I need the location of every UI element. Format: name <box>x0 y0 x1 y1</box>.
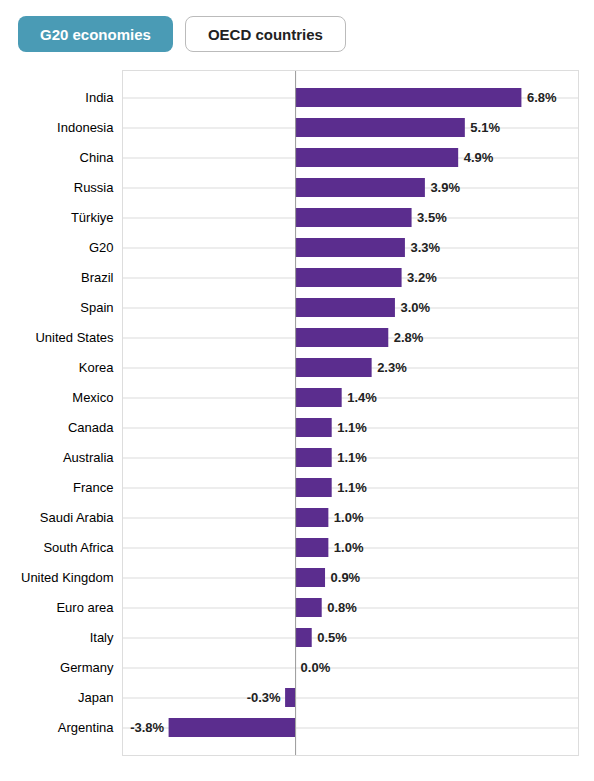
svg-text:3.3%: 3.3% <box>410 240 440 255</box>
svg-text:0.0%: 0.0% <box>301 660 331 675</box>
svg-text:Mexico: Mexico <box>72 390 113 405</box>
svg-text:United Kingdom: United Kingdom <box>21 570 114 585</box>
svg-text:South Africa: South Africa <box>43 540 114 555</box>
svg-text:United States: United States <box>35 330 114 345</box>
svg-text:Spain: Spain <box>80 300 113 315</box>
svg-text:Russia: Russia <box>74 180 115 195</box>
svg-text:3.9%: 3.9% <box>430 180 460 195</box>
svg-text:1.0%: 1.0% <box>334 510 364 525</box>
svg-text:0.8%: 0.8% <box>327 600 357 615</box>
svg-text:Germany: Germany <box>60 660 114 675</box>
html-text:OECD countries: OECD countries <box>207 25 323 43</box>
svg-text:India: India <box>85 90 114 105</box>
svg-text:1.4%: 1.4% <box>347 390 377 405</box>
svg-text:Japan: Japan <box>78 690 113 705</box>
svg-text:Euro area: Euro area <box>56 600 114 615</box>
svg-text:0.5%: 0.5% <box>317 630 347 645</box>
svg-text:France: France <box>73 480 113 495</box>
svg-text:G20: G20 <box>89 240 114 255</box>
svg-text:3.2%: 3.2% <box>407 270 437 285</box>
svg-text:1.1%: 1.1% <box>337 420 367 435</box>
svg-text:Australia: Australia <box>63 450 114 465</box>
svg-text:1.0%: 1.0% <box>334 540 364 555</box>
svg-text:Argentina: Argentina <box>58 720 114 735</box>
svg-text:-3.8%: -3.8% <box>130 720 164 735</box>
svg-text:0.9%: 0.9% <box>331 570 361 585</box>
svg-text:6.8%: 6.8% <box>527 90 557 105</box>
svg-text:1.1%: 1.1% <box>337 450 367 465</box>
svg-text:Italy: Italy <box>90 630 114 645</box>
svg-text:Indonesia: Indonesia <box>57 120 114 135</box>
svg-text:1.1%: 1.1% <box>337 480 367 495</box>
svg-text:2.8%: 2.8% <box>394 330 424 345</box>
svg-text:China: China <box>80 150 115 165</box>
html-text:G20 economies: G20 economies <box>40 25 151 43</box>
svg-text:Saudi Arabia: Saudi Arabia <box>40 510 114 525</box>
svg-text:5.1%: 5.1% <box>470 120 500 135</box>
svg-text:Türkiye: Türkiye <box>71 210 114 225</box>
svg-text:Canada: Canada <box>68 420 114 435</box>
svg-text:3.5%: 3.5% <box>417 210 447 225</box>
svg-text:Korea: Korea <box>79 360 114 375</box>
svg-text:-0.3%: -0.3% <box>247 690 281 705</box>
svg-text:2.3%: 2.3% <box>377 360 407 375</box>
svg-text:Brazil: Brazil <box>81 270 114 285</box>
svg-text:3.0%: 3.0% <box>400 300 430 315</box>
svg-text:4.9%: 4.9% <box>464 150 494 165</box>
